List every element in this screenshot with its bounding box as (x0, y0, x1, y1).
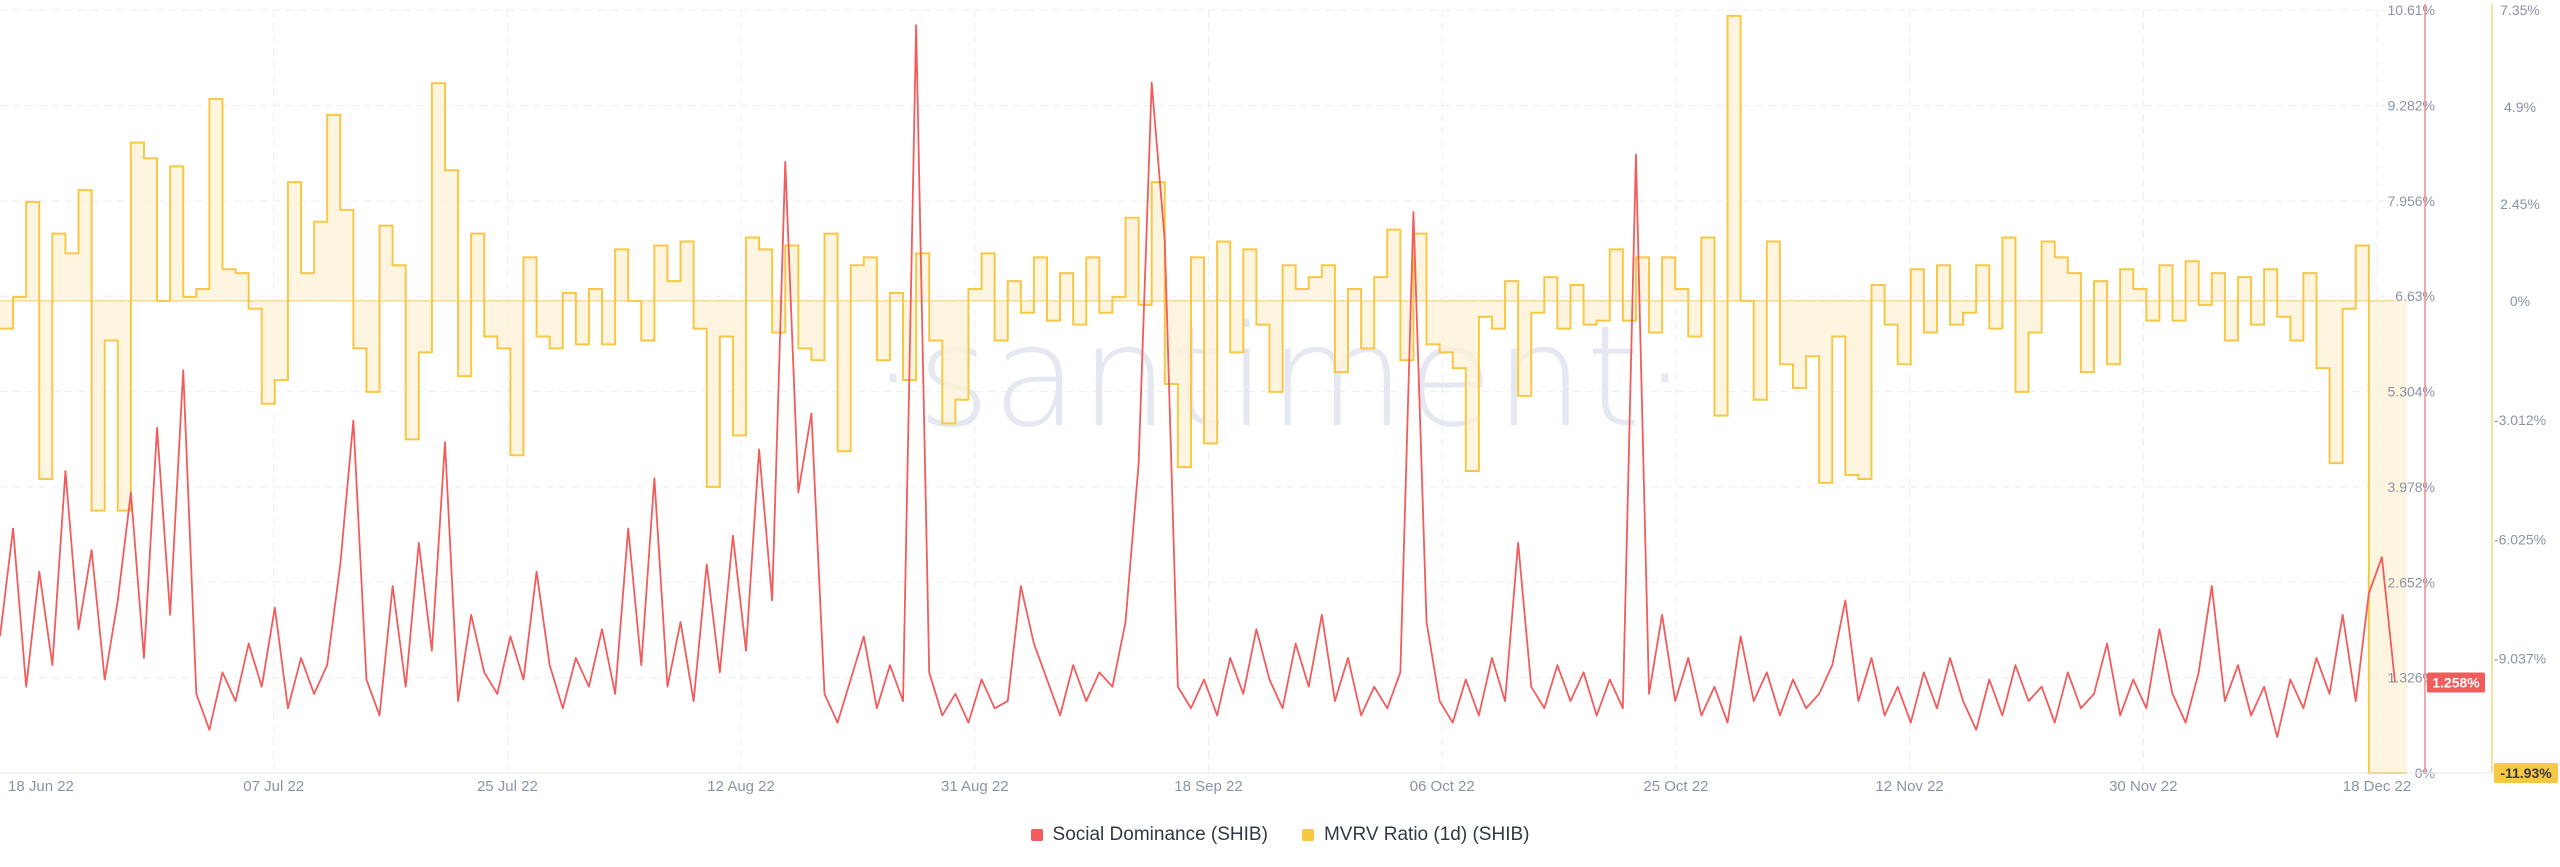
legend-item-mvrv[interactable]: MVRV Ratio (1d) (SHIB) (1301, 824, 1530, 846)
y-tick-label-social: 6.63% (2395, 288, 2435, 304)
y-tick-label-social: 10.61% (2388, 2, 2435, 18)
mvrv-last-value-label: -11.93% (2500, 765, 2552, 781)
mvrv-series-layer (0, 14, 2407, 774)
social-dominance-line (0, 24, 2396, 738)
y-tick-label-social: 5.304% (2388, 384, 2435, 400)
y-tick-label-social: 7.956% (2388, 193, 2435, 209)
x-tick-label: 18 Dec 22 (2343, 778, 2411, 795)
axes: 0% 1.326% 2.652% 3.978% 5.304% 6.63% 7.956% 9.2… (0, 2, 2546, 795)
y-tick-label-mvrv: -9.037% (2494, 651, 2546, 667)
y-tick-label-social: 3.978% (2388, 479, 2435, 495)
x-tick-label: 18 Jun 22 (8, 778, 74, 795)
y-tick-label-mvrv: 0% (2510, 293, 2530, 309)
y-tick-label-mvrv: 2.45% (2500, 196, 2540, 212)
grid (0, 9, 2395, 774)
y-tick-label-social: 2.652% (2388, 574, 2435, 590)
value-badges: 1.258% -11.93% (2427, 672, 2558, 783)
x-tick-label: 31 Aug 22 (941, 778, 1009, 795)
x-tick-label: 25 Oct 22 (1643, 778, 1708, 795)
legend: Social Dominance (SHIB) MVRV Ratio (1d) … (0, 820, 2560, 850)
x-tick-label: 30 Nov 22 (2109, 778, 2177, 795)
x-tick-label: 12 Nov 22 (1875, 778, 1943, 795)
legend-swatch-mvrv (1301, 829, 1314, 841)
x-tick-label: 18 Sep 22 (1174, 778, 1242, 795)
mvrv-last-value-badge (2494, 763, 2558, 783)
x-tick-label: 12 Aug 22 (707, 778, 775, 795)
legend-label-social: Social Dominance (SHIB) (1052, 824, 1268, 845)
social-last-value-badge (2427, 672, 2485, 693)
y-tick-label-social: 9.282% (2388, 98, 2435, 114)
legend-item-social[interactable]: Social Dominance (SHIB) (1030, 824, 1268, 846)
y-tick-label-mvrv: 4.9% (2504, 99, 2536, 115)
y-tick-label-mvrv: -6.025% (2494, 531, 2546, 547)
x-tick-label: 07 Jul 22 (243, 778, 304, 795)
x-tick-label: 06 Oct 22 (1410, 778, 1475, 795)
mvrv-ratio-line (0, 14, 2407, 774)
x-tick-label: 25 Jul 22 (477, 778, 538, 795)
y-tick-label-social: 1.326% (2388, 670, 2435, 686)
legend-label-mvrv: MVRV Ratio (1d) (SHIB) (1323, 824, 1530, 845)
y-tick-label-mvrv: -3.012% (2494, 412, 2546, 428)
social-last-value-label: 1.258% (2432, 675, 2480, 691)
y-tick-label-mvrv: 7.35% (2500, 2, 2540, 18)
social-series-layer (0, 24, 2396, 738)
legend-swatch-social (1030, 829, 1043, 841)
